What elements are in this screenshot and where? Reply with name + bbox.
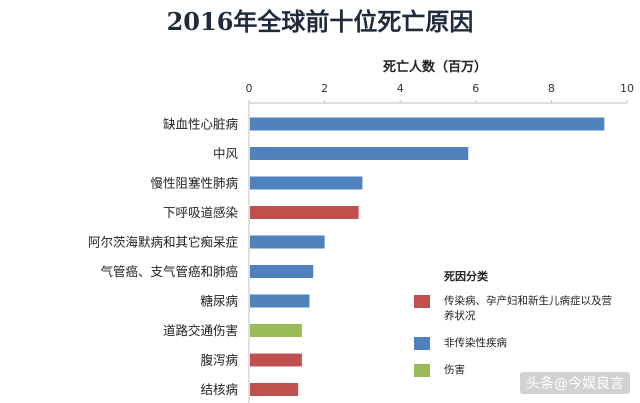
legend-swatch-noncommunicable [414, 337, 430, 350]
bar-4 [250, 235, 325, 249]
category-label-5: 气管癌、支气管癌和肺癌 [100, 264, 238, 279]
x-axis-ticks: 0 2 4 6 8 10 [246, 82, 634, 103]
legend-swatch-communicable [414, 295, 430, 308]
category-label-3: 下呼吸道感染 [163, 205, 239, 220]
category-label-2: 慢性阻塞性肺病 [150, 176, 238, 191]
legend-label-injuries: 伤害 [444, 364, 465, 376]
bars [250, 117, 605, 396]
x-tick-label-3: 6 [472, 82, 479, 95]
bar-8 [250, 353, 302, 367]
x-axis-title: 死亡人数（百万） [383, 59, 487, 75]
category-label-4: 阿尔茨海默病和其它痴呆症 [88, 235, 238, 250]
bar-6 [250, 294, 310, 308]
x-tick-label-2: 4 [397, 82, 404, 95]
category-label-0: 缺血性心脏病 [163, 117, 238, 132]
x-tick-label-5: 10 [620, 82, 634, 95]
x-tick-label-1: 2 [321, 82, 328, 95]
category-label-1: 中风 [213, 146, 239, 161]
legend-item-noncommunicable: 非传染性疾病 [414, 336, 634, 351]
category-label-6: 糖尿病 [200, 294, 238, 309]
legend-swatch-injuries [414, 364, 430, 377]
legend-title: 死因分类 [444, 270, 488, 283]
x-tick-label-0: 0 [246, 82, 253, 95]
x-tick-label-4: 8 [548, 82, 555, 95]
legend: 死因分类 传染病、孕产妇和新生儿病症以及营养状况 非传染性疾病 伤害 [414, 268, 634, 390]
legend-label-noncommunicable: 非传染性疾病 [444, 337, 507, 349]
legend-item-communicable: 传染病、孕产妇和新生儿病症以及营养状况 [414, 294, 634, 324]
bar-7 [250, 324, 302, 337]
legend-item-injuries: 伤害 [414, 363, 634, 378]
bar-0 [250, 117, 605, 131]
watermark: 头条@今娱良言 [520, 372, 630, 394]
category-label-9: 结核病 [200, 382, 238, 397]
category-label-8: 腹泻病 [200, 353, 238, 368]
bar-2 [250, 176, 363, 190]
legend-label-communicable: 传染病、孕产妇和新生儿病症以及营养状况 [444, 295, 612, 322]
bar-9 [250, 383, 299, 396]
category-label-7: 道路交通伤害 [163, 323, 238, 338]
bar-1 [250, 147, 469, 160]
chart-title: 2016年全球前十位死亡原因 [166, 7, 474, 36]
category-labels: 缺血性心脏病中风慢性阻塞性肺病下呼吸道感染阿尔茨海默病和其它痴呆症气管癌、支气管… [88, 117, 239, 398]
bar-3 [250, 206, 359, 219]
bar-5 [250, 265, 314, 278]
